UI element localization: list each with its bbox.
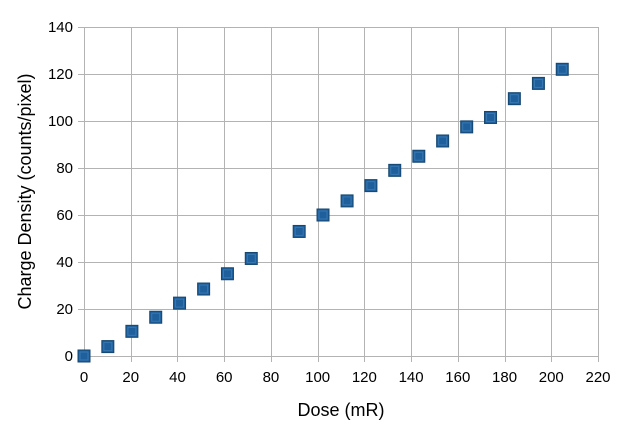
data-point-highlight [127,326,137,336]
data-point [101,340,115,354]
data-point-highlight [246,253,256,263]
data-point-highlight [366,181,376,191]
data-point [507,92,521,106]
data-point [364,179,378,193]
y-axis-title: Charge Density (counts/pixel) [15,73,35,309]
data-point-highlight [199,284,209,294]
y-tick-label: 20 [56,301,73,318]
data-point-highlight [342,196,352,206]
x-tick-label: 60 [216,369,233,386]
data-point-highlight [151,312,161,322]
x-tick-label: 0 [80,369,88,386]
data-point-highlight [175,298,185,308]
data-point [531,76,545,90]
data-point [292,224,306,238]
data-point-highlight [414,151,424,161]
data-point-highlight [557,64,567,74]
x-tick-label: 80 [263,369,280,386]
x-tick-labels: 0 20 40 60 80 100 120 140 160 180 200 220 [80,369,611,386]
data-point-highlight [79,351,89,361]
data-point [197,282,211,296]
x-tick-label: 40 [169,369,186,386]
data-point [484,110,498,124]
x-tick-label: 100 [305,369,330,386]
data-point-highlight [509,94,519,104]
data-point-highlight [486,112,496,122]
data-point [244,251,258,265]
data-points [77,62,569,363]
y-tick-label: 0 [65,348,73,365]
data-point-highlight [438,136,448,146]
data-point-highlight [390,165,400,175]
x-tick-label: 160 [445,369,470,386]
data-point [460,120,474,134]
data-point-highlight [103,342,113,352]
x-tick-label: 120 [352,369,377,386]
data-point-highlight [222,269,232,279]
data-point [340,194,354,208]
x-tick-label: 200 [539,369,564,386]
data-point [436,134,450,148]
y-tick-label: 140 [48,19,73,36]
data-point-highlight [294,226,304,236]
x-tick-label: 140 [399,369,424,386]
x-tick-label: 220 [585,369,610,386]
y-tick-label: 120 [48,66,73,83]
data-point [316,208,330,222]
data-point [149,310,163,324]
data-point [555,62,569,76]
data-point-highlight [318,210,328,220]
grid [78,27,599,362]
y-tick-label: 40 [56,254,73,271]
data-point [412,149,426,163]
data-point [77,349,91,363]
x-tick-label: 180 [492,369,517,386]
data-point [220,267,234,281]
x-axis-title: Dose (mR) [297,400,384,420]
data-point [173,296,187,310]
y-tick-label: 100 [48,113,73,130]
y-tick-labels: 0 20 40 60 80 100 120 140 [48,19,73,365]
y-tick-label: 60 [56,207,73,224]
data-point [388,163,402,177]
data-point [125,324,139,338]
data-point-highlight [462,122,472,132]
y-tick-label: 80 [56,160,73,177]
data-point-highlight [533,78,543,88]
x-tick-label: 20 [122,369,139,386]
